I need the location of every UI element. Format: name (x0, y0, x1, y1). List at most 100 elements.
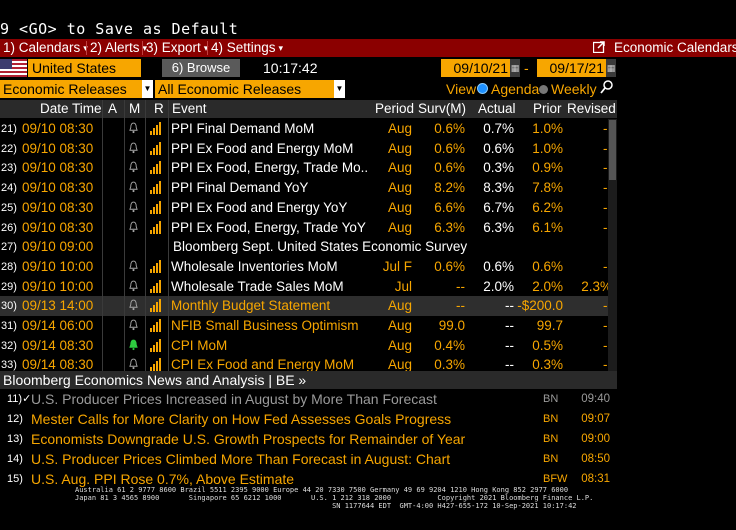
row-event[interactable]: PPI Ex Food and Energy YoY (171, 199, 348, 215)
table-row[interactable]: 29) 09/10 10:00 Wholesale Trade Sales MoM J… (0, 277, 617, 297)
news-time: 09:07 (581, 413, 610, 425)
row-datetime: 09/10 08:30 (22, 199, 94, 215)
col-prior[interactable]: Prior (533, 101, 562, 116)
table-row[interactable]: 23) 09/10 08:30 PPI Ex Food, Energy, Trade… (0, 158, 617, 178)
news-item[interactable]: 12) Mester Calls for More Clarity on How … (0, 409, 617, 429)
news-headline: Mester Calls for More Clarity on How Fed… (31, 411, 452, 427)
row-event[interactable]: Bloomberg Sept. United States Economic S… (173, 239, 468, 255)
row-event[interactable]: PPI Final Demand YoY (171, 180, 309, 196)
row-event[interactable]: PPI Ex Food, Energy, Trade Mo... (171, 160, 369, 176)
row-period: Aug (387, 219, 412, 235)
table-row[interactable]: 26) 09/10 08:30 PPI Ex Food, Energy, Trade… (0, 218, 617, 238)
bell-icon[interactable] (126, 119, 140, 139)
release-filter-dropdown[interactable]: All Economic Releases (155, 80, 334, 98)
table-row[interactable]: 21) 09/10 08:30 PPI Final Demand MoM Aug 0.6… (0, 119, 617, 139)
row-datetime: 09/10 08:30 (22, 180, 94, 196)
end-date-field[interactable]: 09/17/21 (537, 59, 606, 77)
bell-icon[interactable] (126, 316, 140, 336)
search-people-icon[interactable] (598, 79, 614, 102)
news-time: 09:40 (581, 393, 610, 405)
row-revised: 2.3% (581, 278, 612, 294)
news-time: 08:50 (581, 453, 610, 465)
row-event[interactable]: PPI Final Demand MoM (171, 121, 315, 136)
row-actual: 0.6% (483, 140, 514, 156)
calendar-icon[interactable]: ▦ (606, 59, 616, 77)
row-event[interactable]: PPI Ex Food and Energy MoM (171, 140, 354, 156)
row-event[interactable]: NFIB Small Business Optimism (171, 318, 359, 333)
release-type-dropdown[interactable]: Economic Releases (0, 80, 142, 98)
chevron-down-icon[interactable]: ▼ (334, 80, 345, 98)
row-event[interactable]: Wholesale Trade Sales MoM (171, 278, 344, 294)
bell-icon[interactable] (126, 218, 140, 238)
col-survey[interactable]: Surv(M) (418, 101, 466, 116)
col-event[interactable]: Event (172, 101, 207, 116)
browse-button[interactable]: 6) Browse (162, 59, 240, 77)
table-row[interactable]: 30) 09/13 14:00 Monthly Budget Statement Au… (0, 296, 617, 317)
start-date-field[interactable]: 09/10/21 (441, 59, 510, 77)
table-row[interactable]: 28) 09/10 10:00 Wholesale Inventories MoM J… (0, 257, 617, 277)
row-event[interactable]: Monthly Budget Statement (171, 298, 331, 314)
bell-icon[interactable] (126, 257, 140, 277)
country-field[interactable]: United States (28, 59, 141, 77)
relevance-bars-icon (150, 336, 164, 356)
chevron-down-icon[interactable]: ▼ (142, 80, 153, 98)
table-row[interactable]: 24) 09/10 08:30 PPI Final Demand YoY Aug 8.2… (0, 178, 617, 198)
settings-menu[interactable]: 4) Settings ▾ (211, 40, 284, 55)
news-header[interactable]: Bloomberg Economics News and Analysis | … (0, 371, 617, 389)
news-item[interactable]: 11)✓ U.S. Producer Prices Increased in Au… (0, 389, 617, 409)
col-period[interactable]: Period (375, 101, 415, 116)
news-source: BN (543, 393, 559, 405)
bell-icon[interactable] (126, 336, 140, 356)
col-alert[interactable]: A (108, 101, 118, 116)
export-menu[interactable]: 3) Export▾ (146, 39, 208, 57)
news-number: 14) (7, 453, 23, 465)
row-event[interactable]: PPI Ex Food, Energy, Trade YoY (171, 219, 366, 235)
bell-icon[interactable] (126, 158, 140, 178)
bell-icon[interactable] (126, 178, 140, 198)
news-item[interactable]: 15) U.S. Aug. PPI Rose 0.7%, Above Estima… (0, 469, 617, 489)
alerts-menu[interactable]: 2) Alerts ▾ (90, 40, 148, 55)
bell-icon[interactable] (126, 277, 140, 297)
table-row[interactable]: 31) 09/14 06:00 NFIB Small Business Optimi… (0, 316, 617, 336)
table-row[interactable]: 25) 09/10 08:30 PPI Ex Food and Energy YoY… (0, 198, 617, 218)
popout-icon[interactable] (592, 39, 605, 57)
command-line[interactable]: 9 <GO> to Save as Default (0, 20, 239, 38)
row-period: Aug (387, 318, 412, 333)
news-number: 15) (7, 473, 23, 485)
row-datetime: 09/10 08:30 (22, 160, 94, 176)
menu-bar: 1) Calendars▾ 2) Alerts▾ 3) Export▾ 4) S… (0, 39, 736, 57)
row-number: 22) (1, 142, 17, 155)
table-row[interactable]: 33) 09/14 08:30 CPI Ex Food and Energy MoM… (0, 355, 617, 371)
row-revised: -- (566, 119, 612, 139)
footer-line: SN 1177644 EDT GMT-4:00 H427-655-172 10-… (75, 502, 577, 510)
calendar-icon[interactable]: ▦ (510, 59, 520, 77)
bell-icon[interactable] (126, 296, 140, 316)
calendars-menu[interactable]: 1) Calendars▾ (3, 39, 88, 57)
view-weekly-radio[interactable]: Weekly (539, 80, 597, 98)
scrollbar[interactable] (608, 119, 617, 371)
col-memo[interactable]: M (129, 101, 141, 116)
news-item[interactable]: 14) U.S. Producer Prices Climbed More Tha… (0, 449, 617, 469)
col-relevance[interactable]: R (154, 101, 164, 116)
col-datetime[interactable]: Date Time (40, 101, 102, 116)
row-event[interactable]: CPI MoM (171, 337, 228, 353)
row-event[interactable]: Wholesale Inventories MoM (171, 258, 338, 274)
row-survey: 0.6% (434, 258, 465, 274)
row-event[interactable]: CPI Ex Food and Energy MoM (171, 357, 355, 371)
relevance-bars-icon (150, 316, 164, 336)
view-agenda-radio[interactable]: Agenda (477, 80, 539, 98)
relevance-bars-icon (150, 178, 164, 198)
bell-icon[interactable] (126, 139, 140, 159)
row-survey: 0.6% (434, 140, 465, 156)
table-row[interactable]: 27) 09/10 09:00 Bloomberg Sept. United Sta… (0, 237, 617, 257)
row-prior: 2.0% (532, 278, 563, 294)
row-revised: -- (566, 355, 612, 371)
scrollbar-thumb[interactable] (609, 120, 616, 180)
col-actual[interactable]: Actual (478, 101, 516, 116)
table-row[interactable]: 22) 09/10 08:30 PPI Ex Food and Energy MoM… (0, 139, 617, 159)
bell-icon[interactable] (126, 198, 140, 218)
bell-icon[interactable] (126, 355, 140, 371)
col-revised[interactable]: Revised (567, 101, 616, 116)
news-item[interactable]: 13) Economists Downgrade U.S. Growth Pros… (0, 429, 617, 449)
